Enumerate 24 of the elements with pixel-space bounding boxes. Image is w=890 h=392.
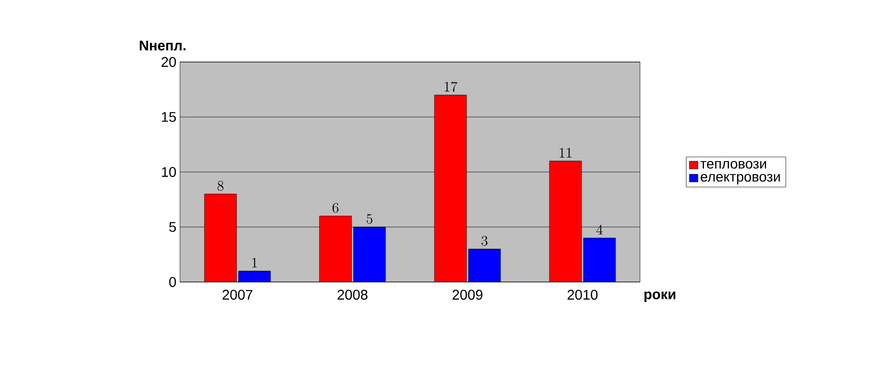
bar bbox=[583, 238, 616, 282]
legend-label: тепловози bbox=[700, 160, 766, 169]
x-tick-label: 2007 bbox=[222, 290, 252, 300]
y-tick-label: 15 bbox=[162, 112, 176, 122]
data-label: 4 bbox=[596, 224, 603, 234]
y-axis-title: Nнепл. bbox=[140, 40, 186, 50]
data-label: 11 bbox=[560, 148, 572, 158]
data-label: 3 bbox=[482, 236, 488, 246]
bar bbox=[468, 248, 501, 282]
data-label: 17 bbox=[444, 82, 458, 92]
y-tick-label: 0 bbox=[169, 277, 176, 287]
data-label: 6 bbox=[332, 202, 338, 213]
y-tick-label: 20 bbox=[162, 57, 176, 67]
x-tick-label: 2010 bbox=[568, 290, 598, 300]
x-tick-label: 2008 bbox=[338, 290, 368, 300]
bar bbox=[353, 226, 386, 282]
legend-label: електровози bbox=[700, 174, 780, 184]
data-label: 8 bbox=[218, 180, 224, 191]
x-axis-title: роки bbox=[644, 292, 676, 302]
data-label: 1 bbox=[252, 258, 257, 268]
data-label: 5 bbox=[366, 214, 372, 224]
x-tick-label: 2009 bbox=[452, 290, 482, 300]
y-tick-label: 5 bbox=[169, 222, 176, 232]
y-tick-label: 10 bbox=[162, 167, 176, 177]
